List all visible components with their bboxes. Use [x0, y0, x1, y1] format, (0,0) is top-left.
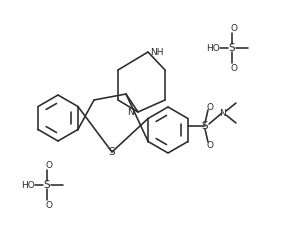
Text: O: O — [46, 200, 53, 209]
Text: S: S — [202, 121, 208, 131]
Text: HO: HO — [206, 43, 220, 52]
Text: S: S — [44, 180, 50, 190]
Text: O: O — [46, 161, 53, 169]
Text: O: O — [207, 141, 214, 149]
Text: HO: HO — [21, 180, 35, 189]
Text: O: O — [207, 102, 214, 111]
Text: N: N — [219, 109, 225, 118]
Text: O: O — [230, 63, 237, 73]
Text: NH: NH — [150, 47, 163, 56]
Text: N: N — [127, 107, 134, 117]
Text: O: O — [230, 24, 237, 32]
Text: S: S — [109, 147, 115, 157]
Text: S: S — [229, 43, 235, 53]
